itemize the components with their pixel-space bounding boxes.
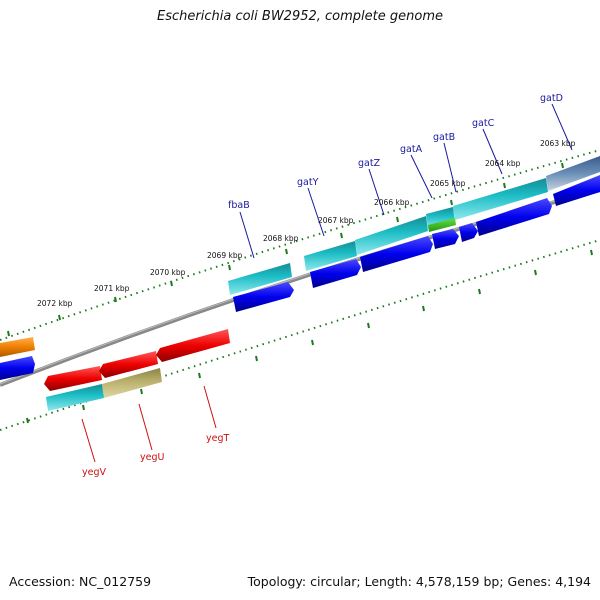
ruler-tick [198,372,201,379]
inner-ruler-dots [0,239,600,431]
ruler-tick [340,232,343,239]
reverse-leader-lines [81,385,217,463]
ruler-tick [255,355,258,362]
leader-line-gatA [410,154,433,199]
reverse-cds-arrows [44,329,230,391]
kbp-label: 2063 kbp [540,139,576,148]
ruler-tick [396,216,399,223]
accession-text: Accession: NC_012759 [9,574,152,589]
ruler-tick [285,248,288,255]
gene-label-gatY: gatY [297,177,319,188]
cds-gatZ-cyan [355,216,428,255]
ruler-tick [503,182,506,189]
ruler-tick [478,288,481,295]
forward-cds-arrows [0,175,600,380]
leader-line-gatD [551,103,573,151]
forward-features [0,156,600,357]
ruler-tick [170,280,173,287]
map-title: Escherichia coli BW2952, complete genome [157,9,443,24]
kbp-label: 2072 kbp [37,299,73,308]
forward-leader-lines [239,103,573,259]
kbp-label: 2070 kbp [150,268,186,277]
kbp-label: 2065 kbp [430,179,466,188]
leader-line-yegV [81,418,96,463]
kbp-label: 2066 kbp [374,198,410,207]
ruler-tick [114,296,117,303]
inner-ruler-ticks [26,249,593,424]
cds-arrow-yegU [99,351,158,378]
kbp-label: 2071 kbp [94,284,130,293]
leader-line-yegT [203,385,217,429]
reverse-features [46,368,162,411]
ruler-tick [82,404,85,411]
ruler-tick [367,322,370,329]
cds-orange-segment [0,337,35,357]
ruler-tick [311,339,314,346]
cds-gatD-steel [546,156,600,191]
gene-label-yegV: yegV [82,467,106,478]
outer-ruler-ticks [7,162,564,337]
cds-yegV-cyan [46,384,104,411]
leader-line-fbaB [239,211,255,259]
ruler-tick [7,330,10,337]
ruler-tick [140,388,143,395]
kbp-labels: 2063 kbp 2064 kbp 2065 kbp 2066 kbp 2067… [37,139,576,308]
cds-arrow-yegV [44,366,102,391]
cds-arrow-gatA [432,229,459,249]
cds-arrow-gatZ [360,236,433,272]
gene-label-gatA: gatA [400,144,423,155]
ruler-tick [534,269,537,276]
forward-gene-labels: gatD gatC gatB gatA gatZ gatY fbaB [228,93,563,211]
cds-arrow-yegT [156,329,230,362]
cds-arrow-gatC [476,198,552,236]
leader-line-gatB [443,142,457,193]
cds-arrow-gatD [553,175,600,206]
cds-arrow-fbaB [233,282,294,312]
ruler-tick [450,199,453,206]
cds-gatBC-cyan [453,178,548,220]
gene-label-fbaB: fbaB [228,200,250,211]
gene-label-yegU: yegU [140,452,164,463]
leader-line-gatY [307,187,325,237]
kbp-label: 2064 kbp [485,159,521,168]
ruler-tick [422,305,425,312]
gene-label-gatC: gatC [472,118,495,129]
cds-gatA-green [428,218,456,232]
leader-line-gatZ [368,168,385,216]
cds-gatY-cyan [304,241,357,271]
gene-label-gatZ: gatZ [358,158,381,169]
kbp-label: 2068 kbp [263,234,299,243]
gene-label-gatB: gatB [433,132,455,143]
kbp-label: 2069 kbp [207,251,243,260]
gene-label-yegT: yegT [206,433,229,444]
kbp-label: 2067 kbp [318,216,354,225]
reverse-gene-labels: yegT yegU yegV [82,433,229,478]
cds-arrow-gatY [310,259,361,288]
cds-yegU-olive [102,368,162,398]
gene-label-gatD: gatD [540,93,563,104]
cds-arrow-left-blue [0,356,35,380]
outer-ruler-dots [0,149,600,341]
leader-line-gatC [482,128,503,175]
ruler-tick [26,417,29,424]
topology-text: Topology: circular; Length: 4,578,159 bp… [247,574,591,589]
cds-arrow-gatB [459,223,478,242]
leader-line-yegU [138,403,153,451]
ruler-tick [58,314,61,321]
ruler-tick [561,162,564,169]
cds-fbaB-cyan [228,263,292,295]
ruler-tick [228,264,231,271]
ruler-tick [590,249,593,256]
